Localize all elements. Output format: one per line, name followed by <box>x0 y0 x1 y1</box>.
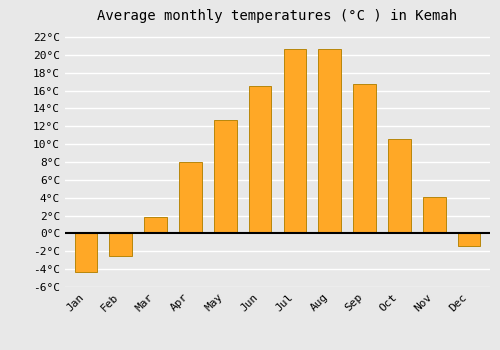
Bar <box>423 197 446 233</box>
Bar <box>354 84 376 233</box>
Bar <box>249 86 272 233</box>
Bar <box>284 49 306 233</box>
Bar <box>110 233 132 256</box>
Bar <box>214 120 236 233</box>
Bar <box>458 233 480 246</box>
Title: Average monthly temperatures (°C ) in Kemah: Average monthly temperatures (°C ) in Ke… <box>98 9 458 23</box>
Bar <box>388 139 410 233</box>
Bar <box>318 49 341 233</box>
Bar <box>179 162 202 233</box>
Bar <box>74 233 97 272</box>
Bar <box>144 217 167 233</box>
